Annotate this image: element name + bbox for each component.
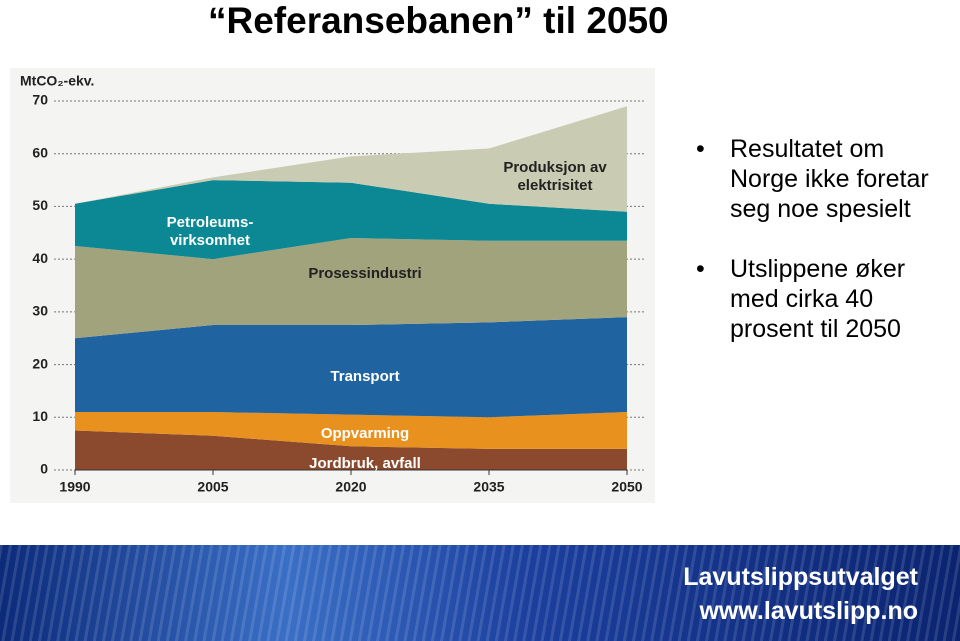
- area: [75, 430, 627, 470]
- slide-title: “Referansebanen” til 2050: [208, 0, 669, 41]
- y-axis-label: MtCO₂-ekv.: [20, 73, 94, 89]
- area: [75, 238, 627, 339]
- bullet: Utslippene øker med cirka 40 prosent til…: [696, 254, 945, 344]
- area: [75, 317, 627, 418]
- x-tick-label: 2005: [197, 479, 228, 495]
- footer-banner: Lavutslippsutvalget www.lavutslipp.no: [0, 545, 960, 641]
- x-tick-label: 2035: [473, 479, 504, 495]
- area: [75, 106, 627, 212]
- area: [75, 180, 627, 260]
- footer-name: Lavutslippsutvalget: [683, 563, 918, 591]
- y-tick-label: 70: [32, 92, 48, 108]
- y-tick-label: 50: [32, 197, 48, 213]
- x-tick-label: 2050: [611, 479, 642, 495]
- footer-url: www.lavutslipp.no: [699, 597, 918, 625]
- area-label: Prosessindustri: [308, 265, 422, 282]
- y-tick-label: 0: [40, 461, 48, 477]
- chart: MtCO₂-ekv. 0 10 20 30 40 50 60 70 1990 2005 2020 20…: [10, 68, 655, 503]
- area-label: Jordbruk, avfall: [309, 455, 421, 472]
- y-tick-label: 30: [32, 303, 48, 319]
- area-label: Transport: [330, 368, 400, 385]
- bullet-list: Resultatet om Norge ikke foretar seg noe…: [695, 134, 945, 374]
- area-label: Oppvarming: [320, 425, 410, 442]
- area-label: Produksjon av elektrisitet: [503, 159, 607, 194]
- y-tick-label: 40: [32, 250, 48, 266]
- x-tick-label: 1990: [59, 479, 90, 495]
- y-tick-label: 20: [32, 355, 48, 371]
- bullet: Resultatet om Norge ikke foretar seg noe…: [696, 134, 945, 224]
- x-tick-label: 2020: [335, 479, 366, 495]
- area: [75, 412, 627, 449]
- area-label: Petroleums- virksomhet: [166, 214, 254, 249]
- y-tick-label: 60: [32, 144, 48, 160]
- y-tick-label: 10: [32, 408, 48, 424]
